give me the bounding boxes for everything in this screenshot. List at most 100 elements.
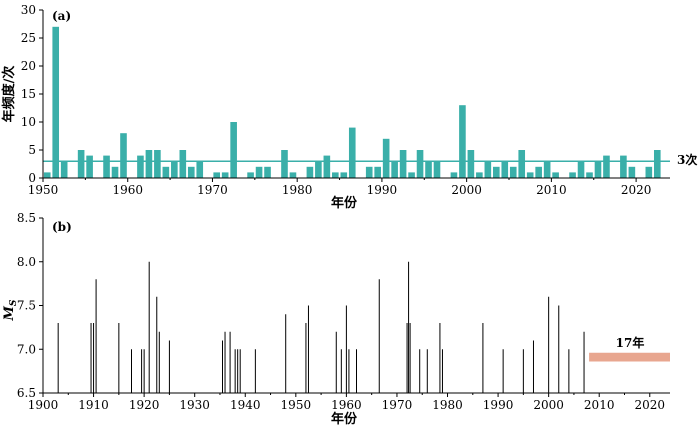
bar bbox=[162, 166, 170, 178]
bar bbox=[213, 172, 220, 178]
bar bbox=[145, 150, 153, 178]
y-tick-label: 30 bbox=[21, 3, 36, 17]
y-tick-label: 6.5 bbox=[17, 386, 36, 400]
bar bbox=[501, 161, 509, 178]
bar bbox=[86, 155, 93, 178]
bar bbox=[281, 150, 288, 178]
y-tick-label: 8.0 bbox=[17, 255, 36, 269]
mean-line-label: 3次 bbox=[677, 152, 697, 167]
bar bbox=[323, 155, 331, 178]
bar bbox=[221, 172, 229, 178]
bar bbox=[289, 172, 297, 178]
panel-b-magnitude-chart: 17年 6.5 7.0 7.5 8.0 8.5 1900 1910 1920 1930 1940… bbox=[2, 211, 670, 427]
bar bbox=[425, 161, 432, 178]
bar bbox=[179, 150, 187, 178]
x-tick-label: 1960 bbox=[112, 183, 143, 197]
bar bbox=[306, 166, 314, 178]
panel-b-y-ticks: 6.5 7.0 7.5 8.0 8.5 bbox=[17, 211, 43, 400]
x-tick-label: 1990 bbox=[483, 398, 514, 412]
panel-a-y-ticks: 0 5 10 15 20 25 30 bbox=[21, 3, 43, 185]
x-tick-label: 1970 bbox=[382, 398, 413, 412]
bar bbox=[459, 105, 466, 178]
panel-a-x-ticks: 1950 1960 1970 1980 1990 2000 2010 2020 bbox=[28, 178, 652, 197]
bar bbox=[315, 161, 322, 178]
bar bbox=[264, 166, 271, 178]
x-tick-label: 1960 bbox=[331, 398, 362, 412]
bar bbox=[569, 172, 576, 178]
bar bbox=[416, 150, 424, 178]
bar bbox=[653, 150, 661, 178]
panel-a-y-axis-title: 年频度/次 bbox=[1, 66, 17, 123]
y-tick-label: 0 bbox=[28, 171, 36, 185]
y-title-magnitude: MS bbox=[2, 299, 19, 321]
panel-b-stems bbox=[57, 261, 585, 393]
panel-b-x-ticks: 1900 1910 1920 1930 1940 1950 1960 1970 1980 1990… bbox=[28, 393, 665, 412]
y-tick-label: 20 bbox=[21, 59, 36, 73]
x-tick-label: 2010 bbox=[536, 183, 567, 197]
bar bbox=[543, 161, 551, 178]
bar bbox=[509, 166, 517, 178]
bar bbox=[603, 155, 610, 178]
bar bbox=[137, 155, 144, 178]
bar bbox=[526, 172, 534, 178]
quiet-period-label: 17年 bbox=[616, 335, 645, 350]
panel-b-label: (b) bbox=[52, 220, 72, 234]
bar bbox=[620, 155, 627, 178]
bar bbox=[365, 166, 373, 178]
x-tick-label: 2020 bbox=[635, 398, 666, 412]
y-tick-label: 7.5 bbox=[17, 299, 36, 313]
bar bbox=[77, 150, 85, 178]
bar bbox=[255, 166, 263, 178]
x-tick-label: 1950 bbox=[28, 183, 59, 197]
x-tick-label: 2020 bbox=[621, 183, 652, 197]
x-tick-label: 2010 bbox=[584, 398, 615, 412]
bar bbox=[374, 166, 381, 178]
bar bbox=[171, 161, 178, 178]
bar bbox=[476, 172, 483, 178]
panel-a-label: (a) bbox=[52, 9, 71, 23]
bar bbox=[450, 172, 458, 178]
bar bbox=[60, 161, 68, 178]
panel-b-y-axis-title: MS bbox=[2, 299, 19, 321]
bar bbox=[628, 166, 636, 178]
bar bbox=[187, 166, 195, 178]
bar bbox=[332, 172, 339, 178]
y-tick-label: 7.0 bbox=[17, 342, 36, 356]
bar bbox=[43, 172, 51, 178]
bar bbox=[230, 122, 237, 178]
x-tick-label: 1940 bbox=[230, 398, 261, 412]
bar bbox=[111, 166, 119, 178]
y-tick-label: 5 bbox=[28, 143, 36, 157]
x-tick-label: 1920 bbox=[129, 398, 160, 412]
bar bbox=[382, 138, 390, 178]
bar bbox=[586, 172, 593, 178]
x-tick-label: 2000 bbox=[533, 398, 564, 412]
bar bbox=[120, 133, 127, 178]
y-tick-label: 10 bbox=[21, 115, 36, 129]
bar bbox=[577, 161, 585, 178]
bar bbox=[196, 161, 204, 178]
panel-a-bars bbox=[43, 26, 661, 178]
bar bbox=[399, 150, 407, 178]
bar bbox=[467, 150, 475, 178]
x-tick-label: 1990 bbox=[367, 183, 398, 197]
bar bbox=[247, 172, 254, 178]
bar bbox=[518, 150, 526, 178]
panel-a-x-axis-title: 年份 bbox=[331, 195, 358, 211]
x-tick-label: 2000 bbox=[451, 183, 482, 197]
bar bbox=[645, 166, 653, 178]
y-tick-label: 8.5 bbox=[17, 211, 36, 225]
bar bbox=[552, 172, 559, 178]
x-tick-label: 1980 bbox=[432, 398, 463, 412]
bar bbox=[433, 161, 441, 178]
x-tick-label: 1930 bbox=[179, 398, 210, 412]
bar bbox=[154, 150, 161, 178]
y-tick-label: 15 bbox=[21, 87, 36, 101]
bar bbox=[52, 26, 60, 178]
bar bbox=[103, 155, 110, 178]
bar bbox=[391, 161, 398, 178]
bar bbox=[484, 161, 492, 178]
bar bbox=[535, 166, 542, 178]
x-tick-label: 1980 bbox=[282, 183, 313, 197]
